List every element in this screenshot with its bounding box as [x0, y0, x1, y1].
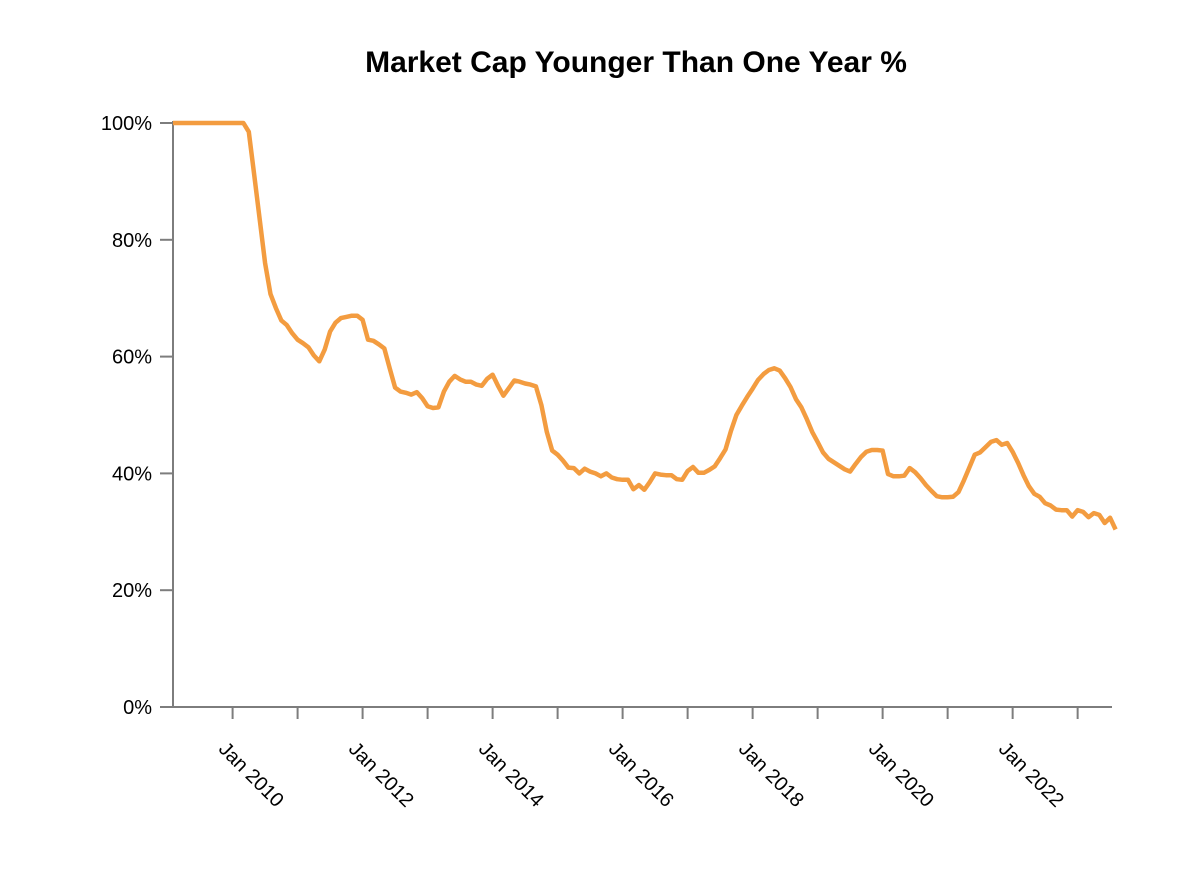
axes-layer: 0% 20% 40% 60% 80% 100% Jan 2010 Jan 2012 Jan 20…	[101, 113, 1112, 812]
y-tick-label: 80%	[112, 230, 152, 252]
y-tick-label: 40%	[112, 463, 152, 485]
series-line	[173, 120, 1118, 531]
x-tick-label: Jan 2020	[864, 738, 938, 812]
y-tick-label: 20%	[112, 580, 152, 602]
x-tick-label: Jan 2010	[214, 738, 288, 812]
x-tick-label: Jan 2022	[994, 738, 1068, 812]
y-tick-label: 0%	[123, 697, 152, 719]
y-tick-label: 60%	[112, 347, 152, 369]
chart-title: Market Cap Younger Than One Year %	[365, 46, 907, 79]
x-tick-label: Jan 2016	[604, 738, 678, 812]
x-tick-label: Jan 2018	[734, 738, 808, 812]
x-tick-label: Jan 2012	[344, 738, 418, 812]
y-tick-label: 100%	[101, 113, 152, 135]
series-layer	[173, 120, 1118, 531]
x-tick-label: Jan 2014	[474, 738, 548, 812]
